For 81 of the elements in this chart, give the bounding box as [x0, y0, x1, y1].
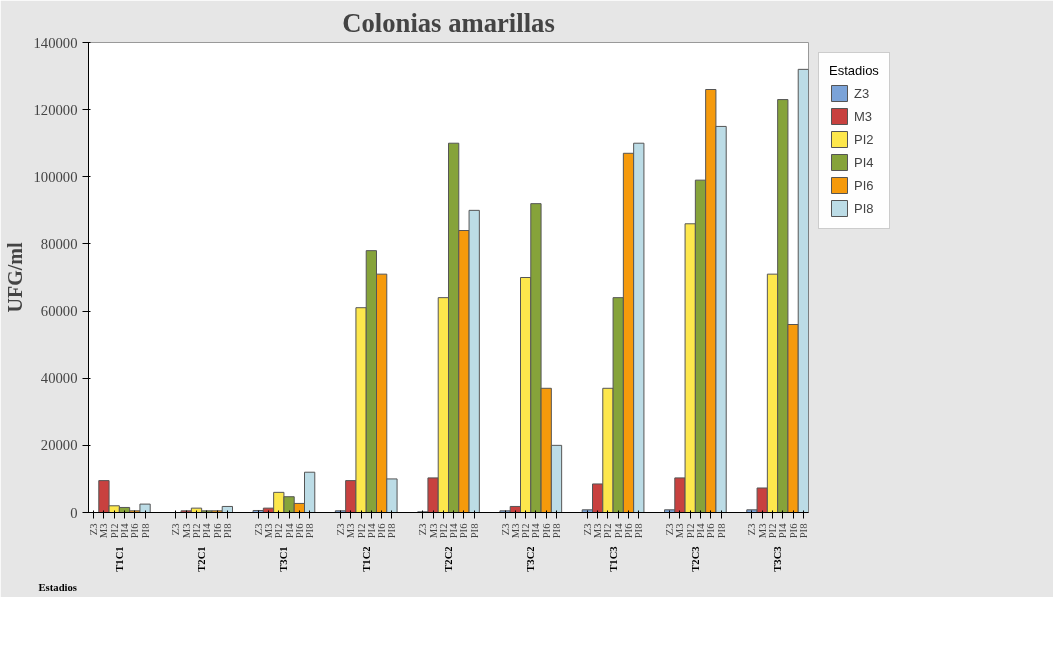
text: PI6: [540, 523, 552, 539]
y-axis-title: UFG/ml: [3, 242, 26, 313]
text: PI8: [633, 523, 645, 539]
text: PI8: [139, 523, 151, 539]
chart-title: Colonias amarillas: [342, 7, 555, 38]
x-tick-label: T1C3: [607, 546, 619, 572]
text: Z3: [252, 523, 264, 536]
text: PI6: [458, 523, 470, 539]
text: PI4: [119, 523, 130, 539]
text: PI8: [221, 523, 233, 539]
x-tick-label: T3C2: [525, 546, 537, 572]
legend-title: Estadios: [829, 63, 879, 78]
y-tick-label: 0: [70, 504, 78, 521]
text: PI4: [612, 523, 624, 539]
text: PI4: [283, 523, 295, 539]
text: M3: [427, 523, 439, 539]
text: Z3: [170, 523, 182, 536]
text: PI6: [623, 523, 634, 539]
text: PI8: [797, 523, 809, 539]
legend-label: M3: [854, 108, 874, 124]
y-tick-label: 120000: [33, 101, 78, 118]
x-tick-label: T1C2: [360, 546, 372, 572]
text: M3: [180, 523, 192, 539]
text: PI4: [530, 523, 542, 539]
legend-label: PI6: [854, 177, 874, 193]
y-tick-label: 40000: [40, 370, 78, 387]
text: PI2: [273, 523, 285, 539]
text: PI8: [304, 523, 316, 539]
x-axis-title: Estadios: [38, 581, 77, 593]
text: Z3: [746, 523, 758, 536]
x-tick-label: T2C3: [689, 546, 701, 572]
text: PI6: [129, 523, 141, 539]
legend-label: Z3: [854, 85, 871, 101]
text: Z3: [417, 523, 429, 536]
text: Z3: [499, 523, 511, 536]
text: PI8: [551, 523, 562, 539]
legend-label: PI4: [854, 154, 874, 170]
x-tick-label: T3C1: [278, 546, 290, 572]
text: M3: [756, 523, 768, 539]
text: Z3: [335, 523, 346, 536]
text: M3: [98, 523, 110, 539]
x-tick-label: T2C2: [443, 546, 454, 572]
text: PI6: [787, 523, 799, 539]
text: Z3: [581, 523, 593, 536]
text: PI4: [695, 523, 706, 539]
text: Z3: [88, 523, 100, 536]
text: M3: [345, 523, 357, 539]
text: PI4: [201, 523, 213, 539]
text: PI2: [108, 523, 120, 539]
text: PI2: [602, 523, 614, 539]
x-tick-label: T1C1: [113, 546, 125, 572]
text: Z3: [664, 523, 676, 536]
text: M3: [509, 523, 521, 539]
text: PI2: [684, 523, 696, 539]
x-tick-label: T2C1: [196, 546, 208, 572]
legend-label: PI2: [854, 131, 874, 147]
text: PI4: [777, 523, 789, 539]
text: PI2: [520, 523, 532, 539]
text: PI8: [715, 523, 727, 539]
text: PI2: [437, 523, 449, 539]
y-tick-label: 80000: [40, 235, 78, 252]
text: M3: [592, 523, 604, 539]
text: PI2: [767, 523, 778, 539]
y-tick-label: 60000: [40, 303, 78, 320]
text: PI4: [448, 523, 460, 539]
text: PI4: [365, 523, 377, 539]
text: PI6: [211, 523, 223, 539]
legend-label: PI8: [854, 200, 874, 216]
y-tick-label: 20000: [40, 437, 78, 454]
text: PI6: [705, 523, 717, 539]
x-tick-label: T3C3: [772, 546, 784, 572]
text: M3: [263, 523, 274, 539]
text: PI6: [293, 523, 305, 539]
y-tick-label: 140000: [33, 34, 78, 51]
text: M3: [674, 523, 686, 539]
text: PI8: [468, 523, 480, 539]
text: PI2: [355, 523, 367, 539]
text: PI8: [386, 523, 398, 539]
y-tick-label: 100000: [33, 168, 78, 185]
text: PI2: [191, 523, 202, 539]
text: PI6: [376, 523, 388, 539]
